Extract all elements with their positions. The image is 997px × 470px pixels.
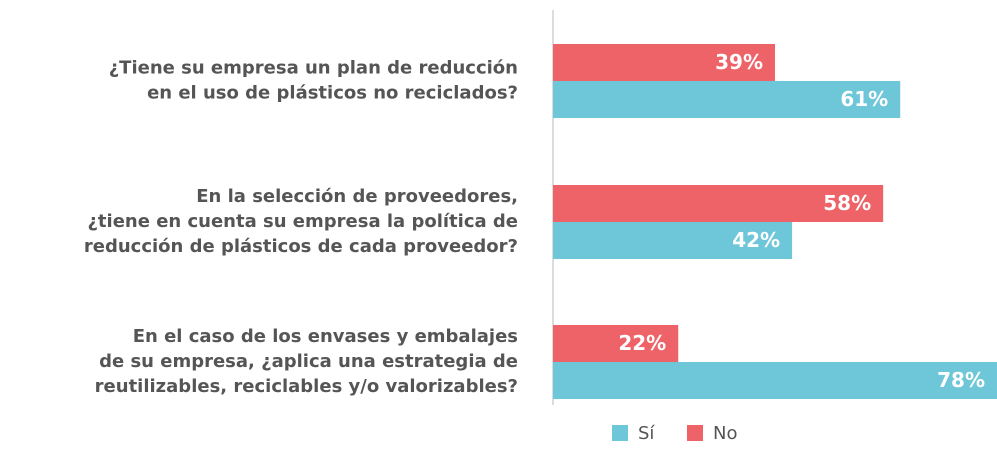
value-label: 42% (732, 228, 780, 252)
value-label: 78% (937, 368, 985, 392)
category-label: En la selección de proveedores, ¿tiene en… (84, 186, 518, 257)
legend-label: No (713, 423, 737, 444)
legend-swatch (612, 425, 628, 441)
bar (553, 362, 997, 399)
bar (553, 81, 901, 118)
category-line: ¿tiene en cuenta su empresa la política … (87, 211, 518, 232)
category-line: de su empresa, ¿aplica una estrategia de (99, 351, 518, 372)
bar (553, 325, 679, 362)
value-label: 61% (840, 87, 888, 111)
legend-label: Sí (638, 423, 655, 444)
value-label: 22% (618, 331, 666, 355)
category-line: en el uso de plásticos no reciclados? (147, 83, 518, 104)
category-line: En el caso de los envases y embalajes (133, 326, 518, 347)
value-label: 58% (823, 191, 871, 215)
category-label: ¿Tiene su empresa un plan de reducción en… (109, 58, 518, 104)
bar (553, 44, 775, 81)
bar (553, 185, 884, 222)
category-label: En el caso de los envases y embalajes de … (95, 326, 518, 397)
category-line: reducción de plásticos de cada proveedor… (84, 236, 518, 257)
legend-swatch (687, 425, 703, 441)
bar (553, 222, 793, 259)
category-line: ¿Tiene su empresa un plan de reducción (109, 58, 518, 79)
value-label: 39% (715, 50, 763, 74)
category-line: En la selección de proveedores, (196, 186, 518, 207)
category-line: reutilizables, reciclables y/o valorizab… (95, 376, 518, 397)
